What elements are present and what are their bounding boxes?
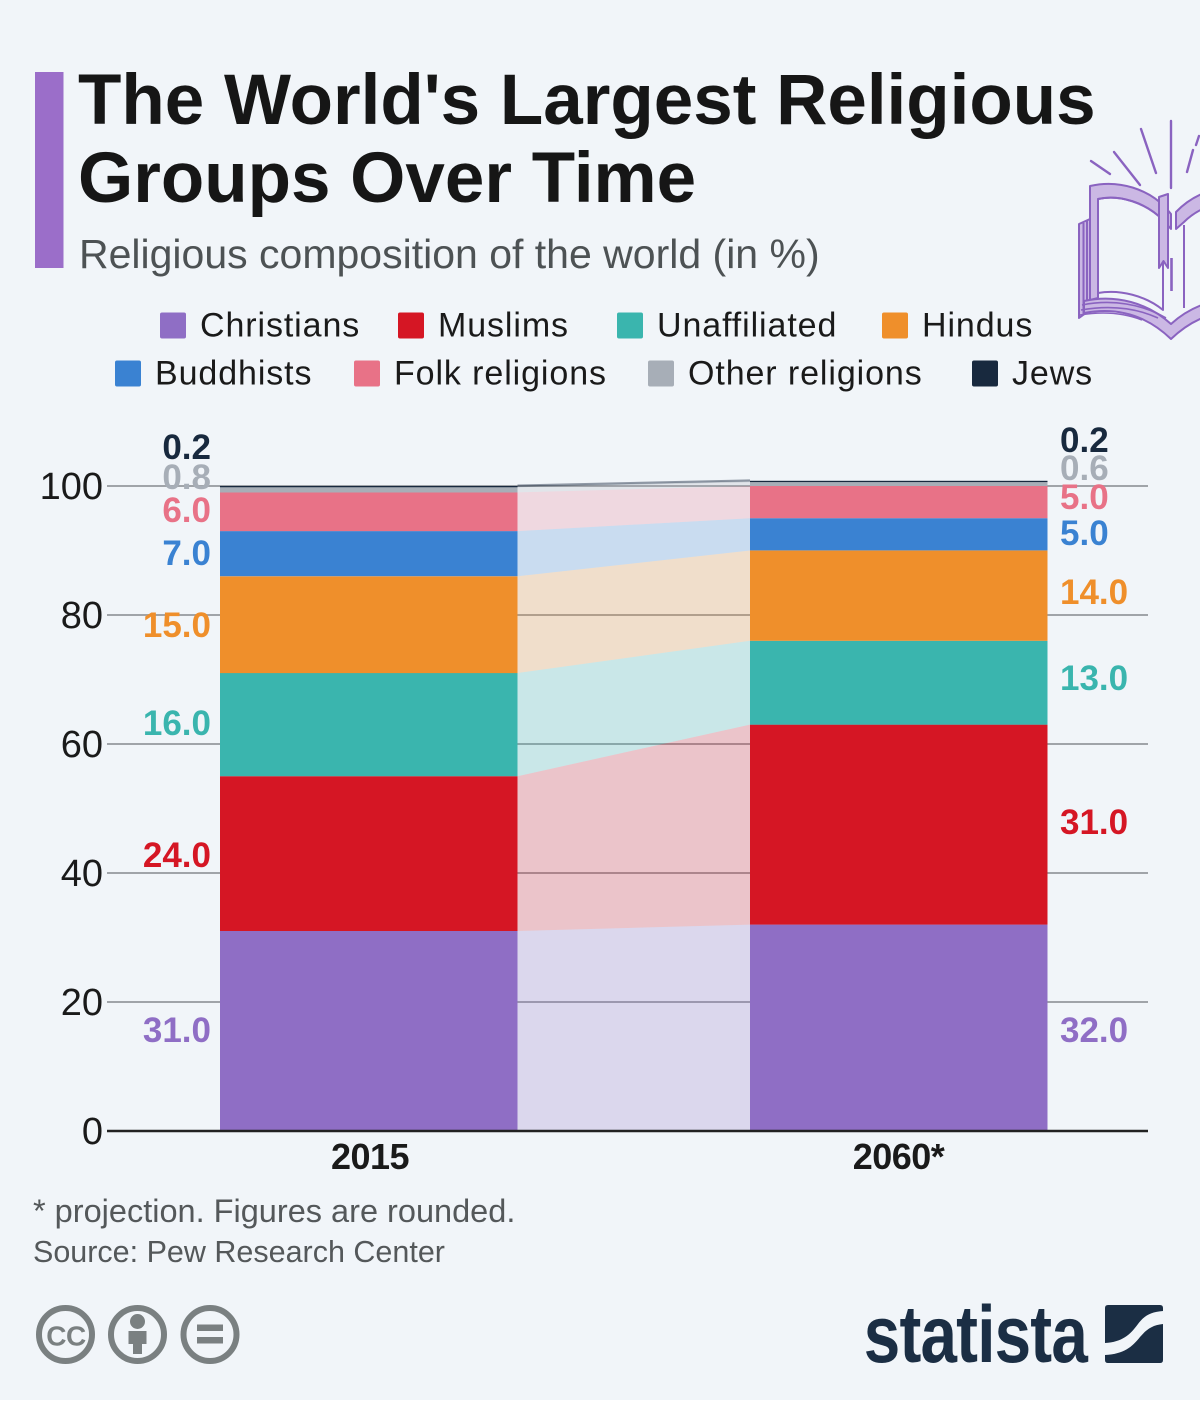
svg-text:0.2: 0.2	[162, 428, 211, 467]
svg-text:Buddhists: Buddhists	[155, 355, 312, 393]
svg-text:Religious composition of the w: Religious composition of the world (in %…	[79, 231, 820, 277]
svg-text:80: 80	[61, 595, 103, 637]
svg-text:31.0: 31.0	[1060, 803, 1128, 842]
svg-text:32.0: 32.0	[1060, 1011, 1128, 1050]
svg-text:Source: Pew Research Center: Source: Pew Research Center	[33, 1235, 445, 1269]
svg-text:14.0: 14.0	[1060, 573, 1128, 612]
svg-text:2060*: 2060*	[853, 1136, 945, 1177]
svg-text:CC: CC	[46, 1321, 86, 1352]
svg-text:Folk religions: Folk religions	[394, 355, 607, 393]
svg-text:60: 60	[61, 724, 103, 766]
svg-text:5.0: 5.0	[1060, 514, 1109, 553]
svg-text:16.0: 16.0	[143, 704, 211, 743]
svg-text:13.0: 13.0	[1060, 659, 1128, 698]
svg-text:statista: statista	[864, 1288, 1089, 1379]
svg-text:31.0: 31.0	[143, 1011, 211, 1050]
svg-text:0.6: 0.6	[1060, 449, 1109, 488]
svg-text:6.0: 6.0	[162, 491, 211, 530]
svg-text:Other religions: Other religions	[688, 355, 923, 393]
svg-text:20: 20	[61, 982, 103, 1024]
svg-text:24.0: 24.0	[143, 836, 211, 875]
svg-text:The World's Largest Religious: The World's Largest Religious	[78, 61, 1096, 140]
svg-text:0.2: 0.2	[1060, 421, 1109, 460]
svg-text:5.0: 5.0	[1060, 478, 1109, 517]
svg-text:Unaffiliated: Unaffiliated	[657, 307, 837, 345]
svg-text:Jews: Jews	[1012, 355, 1093, 393]
svg-text:Hindus: Hindus	[922, 307, 1033, 345]
svg-text:7.0: 7.0	[162, 534, 211, 573]
svg-text:2015: 2015	[331, 1136, 410, 1177]
svg-text:Christians: Christians	[200, 307, 360, 345]
svg-text:Groups Over Time: Groups Over Time	[78, 139, 696, 218]
svg-text:* projection. Figures are roun: * projection. Figures are rounded.	[33, 1193, 515, 1229]
svg-text:40: 40	[61, 853, 103, 895]
svg-text:0: 0	[82, 1111, 103, 1153]
svg-text:Muslims: Muslims	[438, 307, 569, 345]
svg-text:100: 100	[40, 466, 103, 508]
svg-text:0.8: 0.8	[162, 458, 211, 497]
svg-text:15.0: 15.0	[143, 606, 211, 645]
